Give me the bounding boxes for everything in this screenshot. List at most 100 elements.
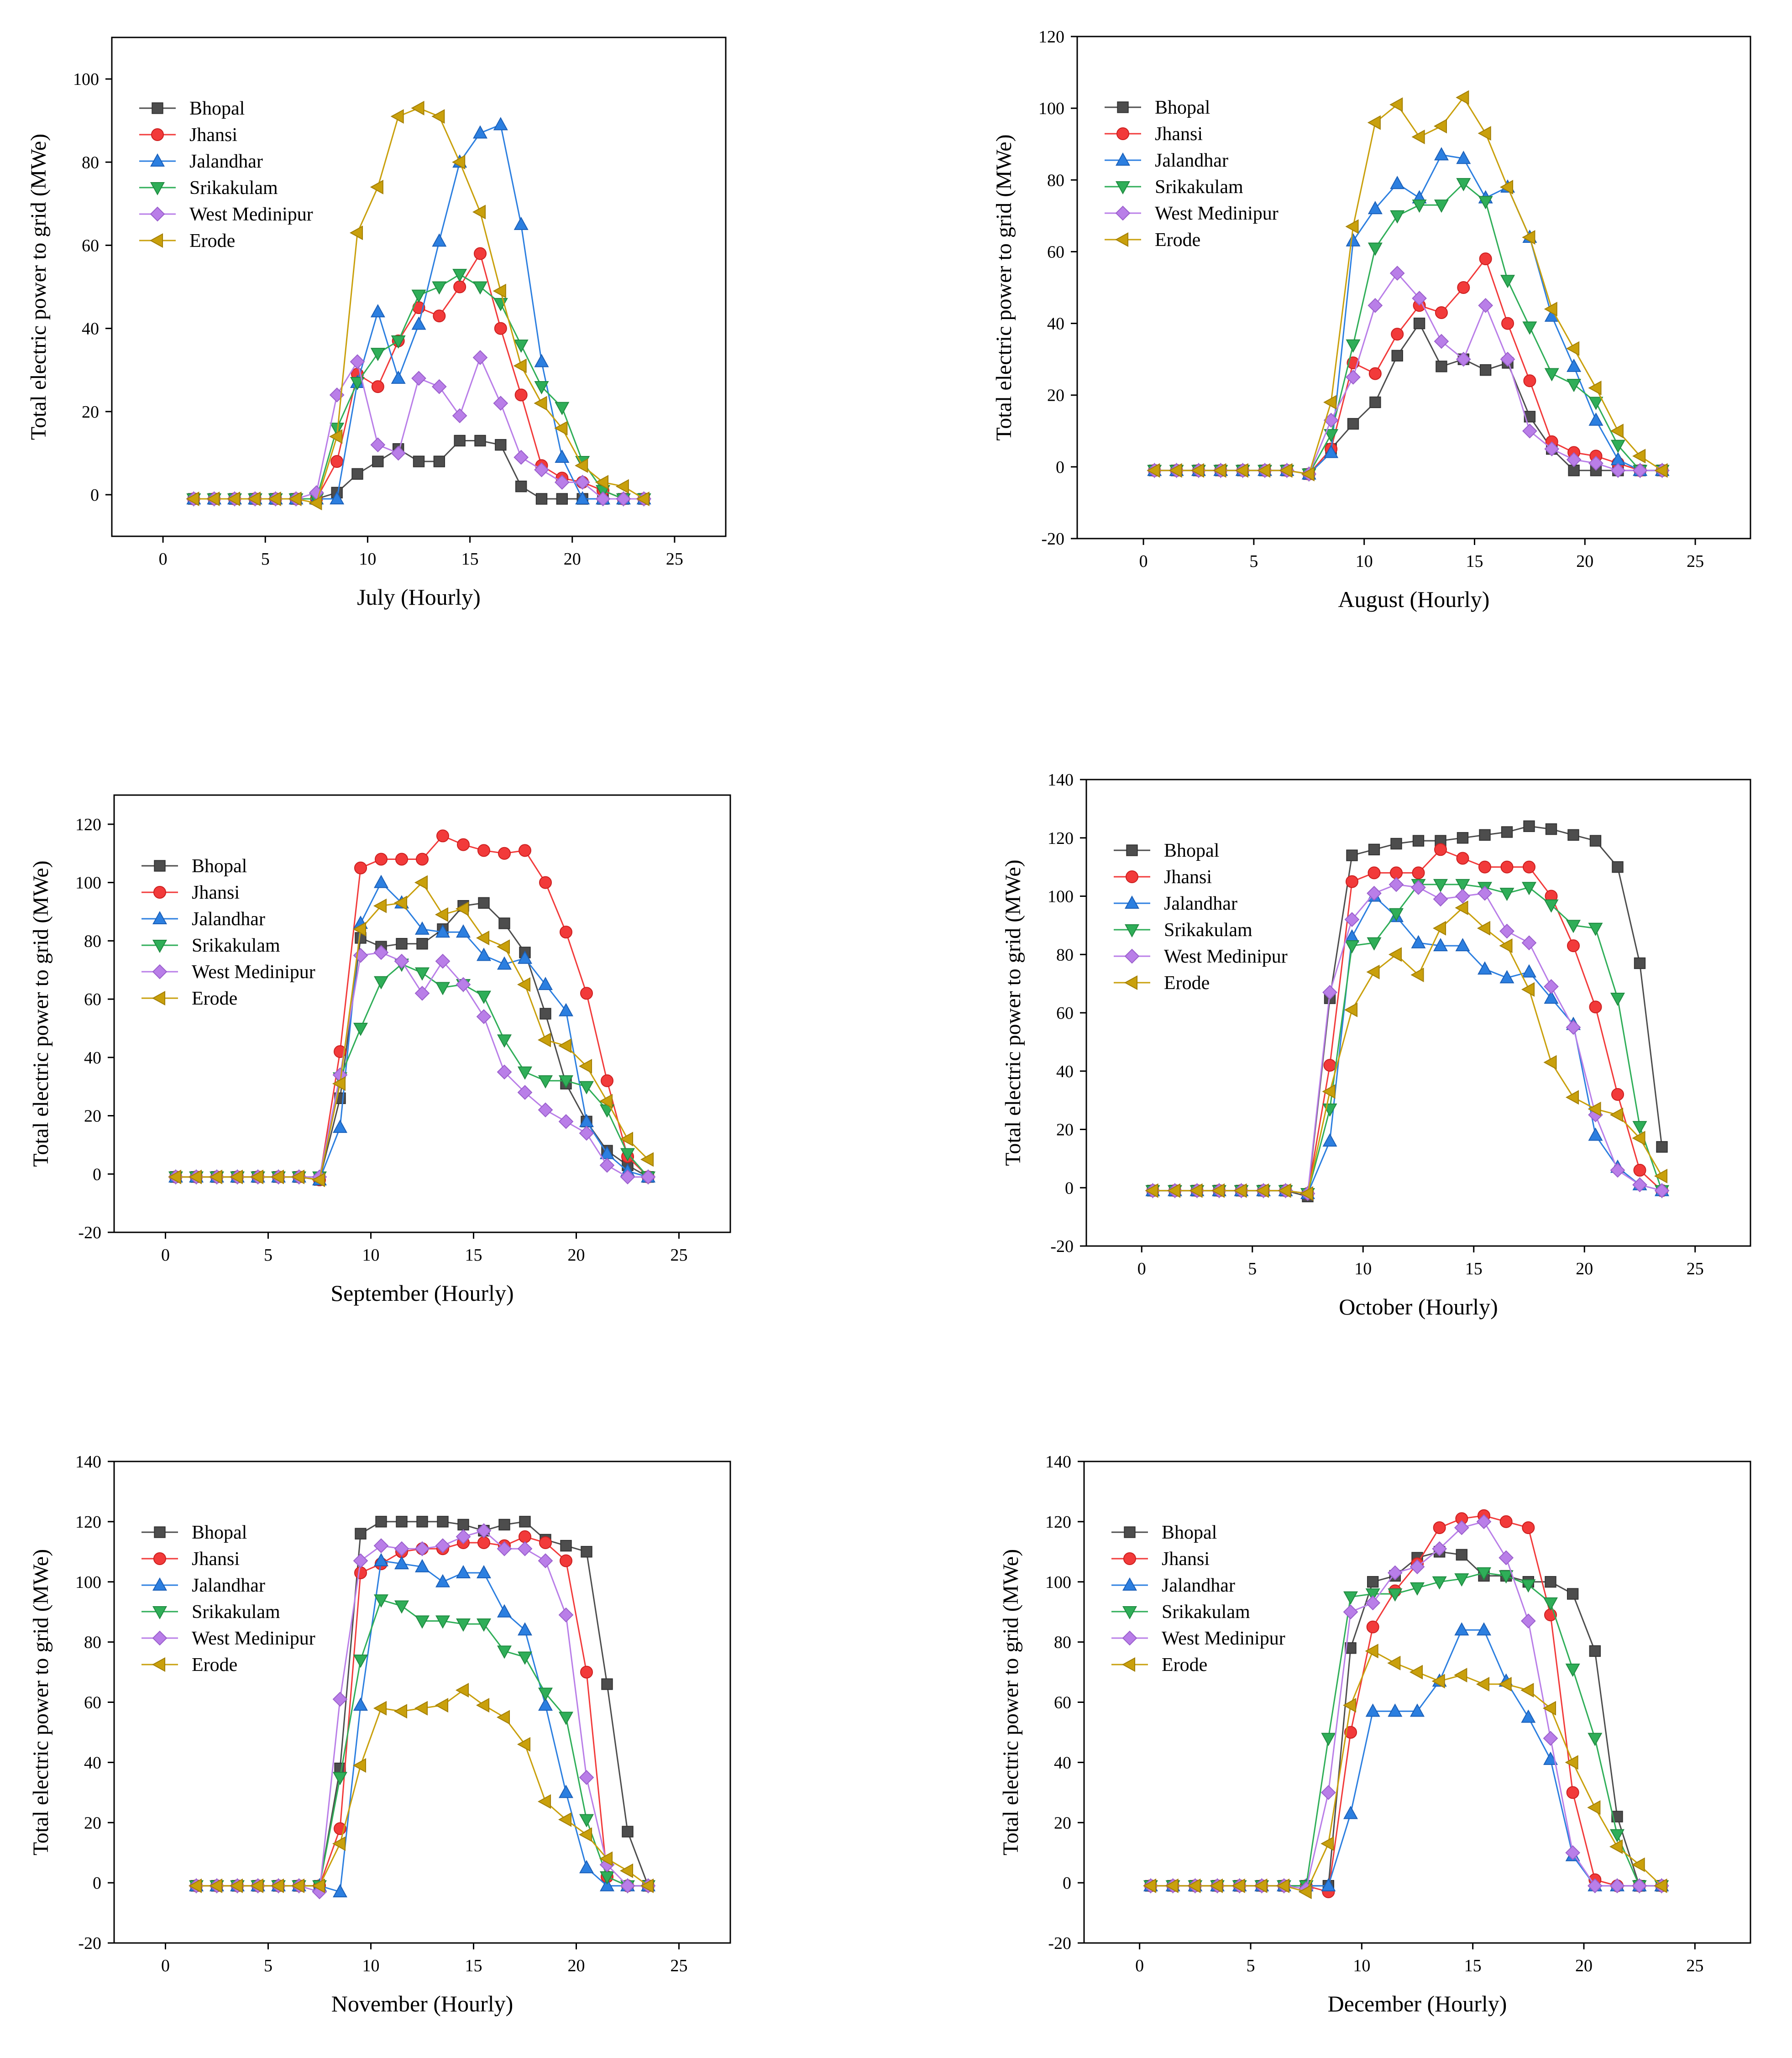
data-point [1478, 196, 1493, 209]
data-point [513, 339, 529, 353]
plot-frame [1076, 36, 1751, 539]
series-line [176, 952, 648, 1178]
data-point [477, 1536, 490, 1550]
series-west-medinipur [1147, 266, 1670, 482]
data-point [411, 371, 426, 386]
data-point [1565, 1090, 1579, 1105]
data-point [1632, 1131, 1645, 1146]
data-point [1455, 879, 1470, 892]
y-tick-label: 0 [1065, 1178, 1074, 1198]
x-axis-label: October (Hourly) [1339, 1294, 1498, 1320]
data-point [1477, 1567, 1491, 1581]
data-point [1456, 1549, 1468, 1561]
x-tick-label: 0 [159, 550, 168, 569]
data-point [168, 1169, 182, 1184]
data-point [1543, 1731, 1558, 1746]
data-point [1299, 1186, 1314, 1201]
data-point [416, 938, 428, 950]
y-axis-label: Total electric power to grid (MWe) [29, 860, 53, 1167]
data-point [1388, 1703, 1403, 1717]
legend-marker [152, 102, 163, 114]
data-point [1388, 1588, 1403, 1602]
data-point [330, 455, 344, 468]
x-tick-label: 15 [461, 550, 479, 569]
legend-marker [154, 1526, 166, 1538]
data-point [396, 938, 408, 950]
data-point [350, 354, 365, 369]
data-point [615, 479, 629, 494]
legend-label: Jhansi [1162, 1549, 1210, 1570]
data-point [1499, 970, 1514, 984]
data-point [1412, 866, 1425, 880]
data-point [1588, 1101, 1601, 1116]
y-axis-label: Total electric power to grid (MWe) [29, 1549, 53, 1855]
data-point [415, 1615, 430, 1629]
data-point [456, 924, 471, 938]
x-tick-label: 10 [362, 1956, 380, 1975]
series-west-medinipur [1143, 1514, 1669, 1896]
y-tick-label: 40 [1056, 1062, 1074, 1081]
data-point [1456, 351, 1471, 367]
data-point [1477, 921, 1491, 936]
data-point [394, 1556, 409, 1570]
data-point [375, 853, 388, 866]
series-line [1151, 1515, 1662, 1893]
data-point [1456, 852, 1469, 865]
y-tick-label: -20 [1050, 1237, 1074, 1256]
data-point [539, 1536, 552, 1550]
legend-label: Jalandhar [1164, 893, 1237, 914]
series-erode [186, 100, 650, 511]
data-point [1390, 866, 1403, 880]
data-point [599, 1094, 613, 1109]
data-point [1345, 1642, 1357, 1654]
data-point [1631, 1857, 1645, 1872]
data-point [1411, 935, 1426, 948]
legend-label: West Medinipur [189, 204, 313, 225]
x-tick-label: 15 [465, 1246, 482, 1265]
data-point [370, 437, 386, 452]
data-point [519, 1516, 531, 1528]
data-point [1324, 429, 1339, 443]
data-point [559, 1003, 573, 1016]
data-point [493, 117, 508, 131]
legend-marker [152, 911, 167, 925]
data-point [1276, 1878, 1290, 1893]
data-point [599, 1851, 613, 1866]
data-point [1346, 849, 1358, 861]
data-point [1611, 1811, 1623, 1822]
y-tick-label: 40 [84, 1753, 101, 1772]
x-axis-label: September (Hourly) [330, 1280, 513, 1306]
legend-marker [153, 1552, 166, 1565]
data-point [436, 829, 449, 843]
data-point [1654, 1183, 1670, 1199]
data-point [1611, 1088, 1624, 1101]
data-point [414, 985, 430, 1001]
data-point [1588, 381, 1602, 395]
data-point [1479, 252, 1492, 266]
y-tick-label: 40 [82, 319, 99, 339]
data-point [1545, 1576, 1556, 1588]
data-point [375, 1516, 387, 1528]
x-axis-label: August (Hourly) [1338, 587, 1490, 612]
data-point [332, 1836, 346, 1851]
data-point [581, 1546, 592, 1558]
data-point [1345, 219, 1359, 234]
x-tick-label: 25 [666, 550, 683, 569]
data-point [1542, 1701, 1556, 1716]
series-jhansi [1144, 1509, 1668, 1898]
legend-label: Bhopal [189, 98, 245, 119]
legend-marker [153, 886, 166, 899]
data-point [1567, 939, 1580, 953]
data-point [352, 1758, 367, 1773]
data-point [476, 1523, 492, 1539]
data-point [534, 396, 547, 411]
data-point [619, 1863, 634, 1878]
y-tick-label: 140 [1045, 1452, 1071, 1471]
data-point [333, 1120, 347, 1133]
data-point [579, 1081, 594, 1094]
data-point [1478, 860, 1491, 874]
data-point [1610, 424, 1624, 439]
data-point [513, 216, 529, 230]
data-point [1390, 838, 1402, 850]
x-tick-label: 10 [359, 550, 376, 569]
